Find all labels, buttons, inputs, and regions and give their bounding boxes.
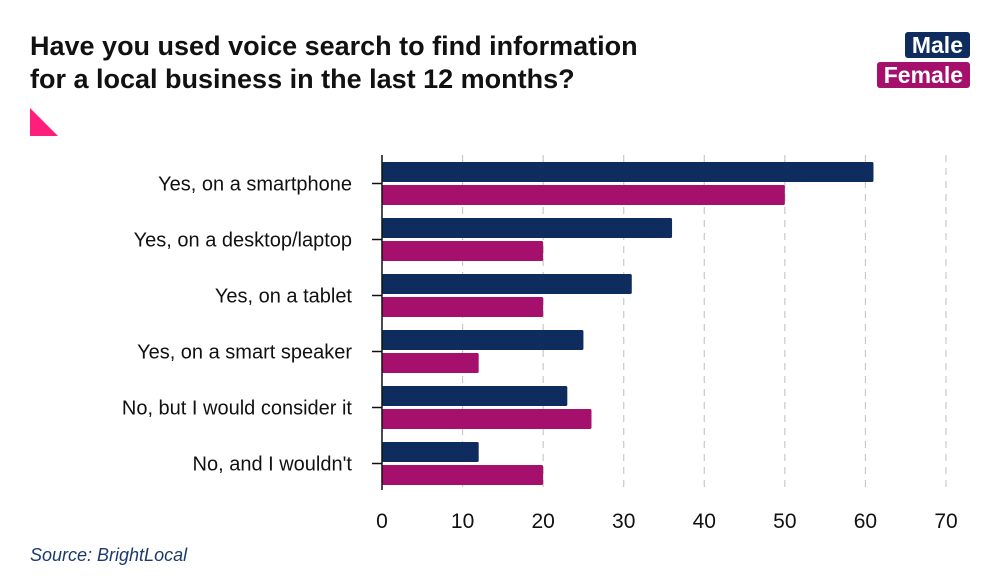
bar-female-4	[382, 409, 592, 429]
x-tick-label-50: 50	[773, 510, 796, 533]
chart-title-line-2: for a local business in the last 12 mont…	[30, 64, 575, 94]
x-tick-label-70: 70	[934, 510, 957, 533]
source-note: Source: BrightLocal	[30, 545, 188, 565]
bar-male-5	[382, 442, 479, 462]
bar-male-2	[382, 274, 632, 294]
bar-female-3	[382, 353, 479, 373]
x-tick-label-0: 0	[376, 510, 388, 533]
legend-item-female: Female	[876, 62, 970, 88]
chart-legend: Male Female	[876, 32, 970, 88]
bar-male-4	[382, 386, 568, 406]
x-tick-label-30: 30	[612, 510, 635, 533]
legend-item-male: Male	[904, 32, 970, 58]
bar-female-1	[382, 241, 544, 261]
category-label-2: Yes, on a tablet	[215, 286, 353, 308]
x-tick-label-10: 10	[451, 510, 474, 533]
x-tick-label-60: 60	[854, 510, 877, 533]
category-label-1: Yes, on a desktop/laptop	[134, 230, 352, 252]
bar-female-5	[382, 465, 544, 485]
category-label-4: No, but I would consider it	[122, 398, 353, 420]
category-label-0: Yes, on a smartphone	[158, 174, 352, 196]
bar-female-0	[382, 185, 785, 205]
corner-accent-triangle	[30, 108, 58, 136]
category-label-3: Yes, on a smart speaker	[137, 342, 352, 364]
chart-title: Have you used voice search to find infor…	[30, 30, 730, 96]
x-tick-label-40: 40	[693, 510, 716, 533]
chart-title-line-1: Have you used voice search to find infor…	[30, 31, 638, 61]
category-label-5: No, and I wouldn't	[193, 454, 353, 476]
bar-male-0	[382, 162, 874, 182]
bar-male-1	[382, 218, 673, 238]
bar-male-3	[382, 330, 584, 350]
bar-female-2	[382, 297, 544, 317]
x-tick-label-20: 20	[531, 510, 554, 533]
